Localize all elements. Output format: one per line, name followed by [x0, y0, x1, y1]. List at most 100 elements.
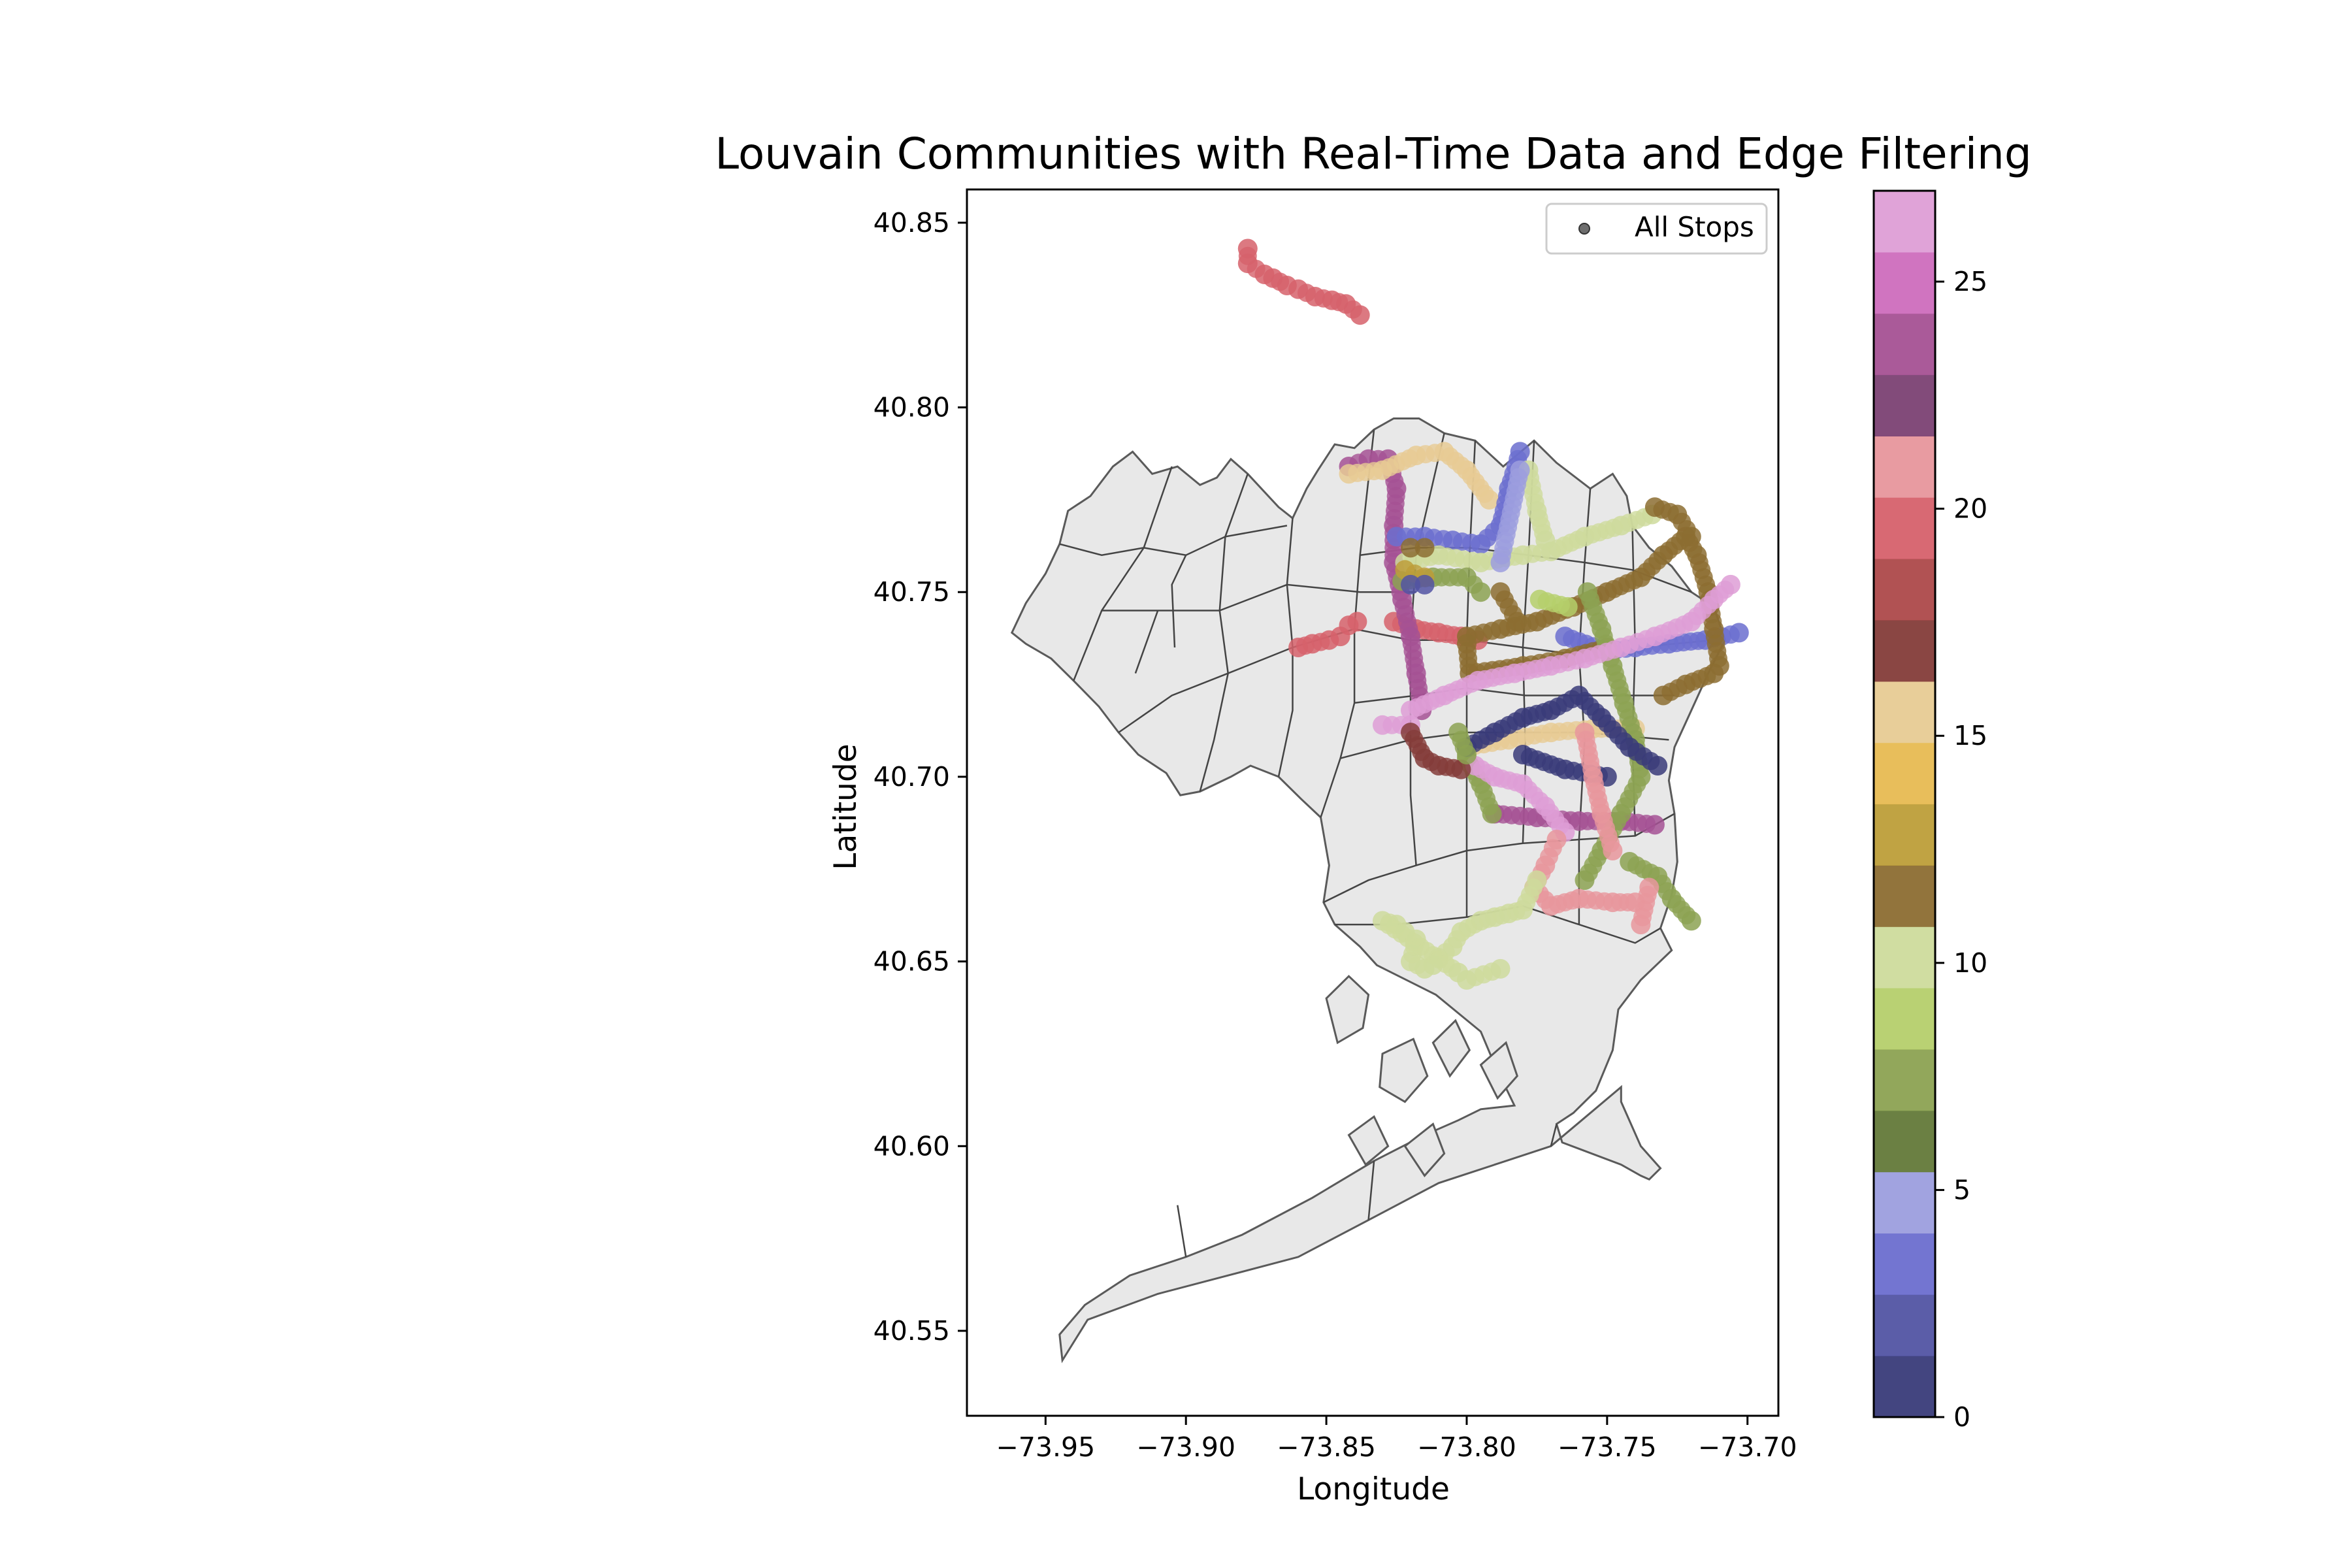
- island-polygon: [1479, 1041, 1518, 1100]
- colorbar-tick-label: 20: [1953, 493, 1987, 525]
- neighborhood-boundary: [1218, 473, 1249, 674]
- stop-point: [1603, 841, 1623, 860]
- x-tick-label: −73.85: [1277, 1431, 1376, 1463]
- colorbar-tick-label: 10: [1953, 947, 1987, 979]
- island-polygon: [1403, 1122, 1446, 1177]
- neighborhood-boundary: [1323, 813, 1675, 904]
- island-polygon: [1431, 1019, 1471, 1078]
- neighborhood-boundary: [1102, 583, 1416, 612]
- colorbar-segment: [1874, 1356, 1935, 1418]
- colorbar: 0 5 10 15 20 25: [1872, 189, 1987, 1433]
- colorbar-segment: [1874, 1110, 1935, 1173]
- colorbar-segment: [1874, 374, 1935, 436]
- island-polygon: [1325, 975, 1370, 1045]
- stop-point: [1644, 815, 1665, 835]
- stop-point: [1414, 574, 1435, 595]
- chart-title: Louvain Communities with Real-Time Data …: [715, 129, 2032, 179]
- legend-marker-all-stops: [1578, 223, 1590, 235]
- colorbar-segment: [1874, 926, 1935, 988]
- colorbar-segment: [1874, 313, 1935, 376]
- colorbar-segment: [1874, 1233, 1935, 1295]
- stop-point: [1401, 538, 1420, 558]
- stop-point: [1347, 612, 1367, 632]
- plot-frame: [966, 188, 1780, 1417]
- neighborhood-boundary: [1320, 629, 1356, 818]
- neighborhood-boundary: [1134, 610, 1159, 674]
- stop-point: [1482, 804, 1502, 824]
- stop-point: [1490, 553, 1511, 572]
- neighborhood-boundary: [1367, 1160, 1375, 1220]
- x-axis-ticks: −73.95 −73.90 −73.85 −73.80 −73.75 −73.70: [996, 1416, 1797, 1463]
- neighborhood-boundary: [1059, 525, 1288, 556]
- neighborhood-boundary: [1199, 673, 1229, 792]
- y-tick-label: 40.65: [874, 946, 950, 977]
- y-tick-label: 40.70: [874, 761, 950, 792]
- colorbar-segment: [1874, 436, 1935, 498]
- x-tick-label: −73.70: [1698, 1431, 1797, 1463]
- y-tick-label: 40.75: [874, 576, 950, 608]
- stop-point: [1575, 870, 1595, 890]
- y-tick-label: 40.60: [874, 1130, 950, 1162]
- colorbar-tick-label: 15: [1953, 720, 1987, 751]
- colorbar-segment: [1874, 252, 1935, 314]
- neighborhood-boundary: [1177, 1205, 1187, 1258]
- colorbar-segment: [1874, 497, 1935, 559]
- stop-point: [1490, 958, 1511, 979]
- stop-point: [1457, 745, 1477, 764]
- colorbar-segment: [1874, 1049, 1935, 1111]
- y-tick-label: 40.55: [874, 1315, 950, 1347]
- x-tick-label: −73.90: [1136, 1431, 1235, 1463]
- stop-point: [1451, 759, 1471, 779]
- y-axis-ticks: 40.55 40.60 40.65 40.70 40.75 40.80 40.85: [874, 207, 967, 1347]
- stop-point: [1558, 596, 1578, 617]
- stop-point: [1631, 915, 1651, 935]
- stop-point: [1479, 489, 1499, 510]
- colorbar-segment: [1874, 865, 1935, 927]
- colorbar-segment: [1874, 1171, 1935, 1234]
- legend-label-all-stops: All Stops: [1635, 211, 1754, 243]
- stop-point: [1373, 715, 1392, 735]
- legend: All Stops: [1545, 203, 1768, 255]
- neighborhood-boundary: [1277, 647, 1294, 777]
- x-tick-label: −73.80: [1417, 1431, 1516, 1463]
- x-tick-label: −73.95: [996, 1431, 1095, 1463]
- stop-point: [1704, 663, 1724, 683]
- island-polygon: [1347, 1115, 1390, 1166]
- colorbar-segment: [1874, 191, 1935, 253]
- colorbar-tick-label: 5: [1953, 1174, 1970, 1205]
- colorbar-segment: [1874, 619, 1935, 682]
- x-tick-label: −73.75: [1558, 1431, 1657, 1463]
- stop-point: [1535, 531, 1556, 551]
- x-axis-label: Longitude: [1297, 1471, 1450, 1507]
- colorbar-tick-label: 25: [1953, 266, 1987, 297]
- stop-point: [1507, 612, 1527, 632]
- colorbar-frame: [1872, 189, 1936, 1418]
- colorbar-segment: [1874, 559, 1935, 621]
- stop-point: [1681, 911, 1701, 931]
- neighborhood-boundary: [1354, 687, 1674, 704]
- neighborhood-boundary: [1171, 555, 1187, 648]
- y-axis-label: Latitude: [828, 743, 864, 870]
- stop-point: [1681, 527, 1701, 547]
- y-tick-label: 40.80: [874, 392, 950, 423]
- stop-point: [1720, 574, 1740, 595]
- colorbar-segment: [1874, 681, 1935, 743]
- island-polygon: [1379, 1037, 1429, 1103]
- colorbar-segment: [1874, 988, 1935, 1050]
- colorbar-tick-label: 0: [1953, 1401, 1970, 1433]
- stop-point: [1350, 305, 1370, 325]
- stop-point: [1414, 538, 1435, 558]
- legend-box: [1545, 203, 1768, 255]
- neighborhood-boundary: [1550, 1124, 1558, 1147]
- colorbar-segment: [1874, 804, 1935, 866]
- y-tick-label: 40.85: [874, 207, 950, 238]
- stop-point: [1648, 756, 1668, 776]
- stop-points: [1237, 238, 1749, 990]
- colorbar-segment: [1874, 742, 1935, 805]
- stop-point: [1729, 623, 1749, 643]
- colorbar-segment: [1874, 1294, 1935, 1356]
- stop-point: [1401, 574, 1420, 595]
- neighborhood-boundary: [1073, 466, 1173, 681]
- stop-point: [1510, 442, 1530, 462]
